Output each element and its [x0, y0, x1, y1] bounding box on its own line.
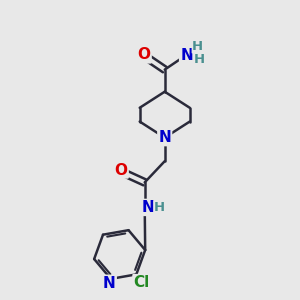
Text: N: N: [180, 48, 193, 63]
Text: N: N: [103, 276, 116, 291]
Text: H: H: [193, 53, 204, 66]
Text: O: O: [115, 163, 128, 178]
Text: N: N: [141, 200, 154, 215]
Text: H: H: [192, 40, 203, 53]
Text: H: H: [154, 201, 165, 214]
Text: O: O: [138, 47, 151, 62]
Text: Cl: Cl: [134, 275, 150, 290]
Text: N: N: [158, 130, 171, 145]
